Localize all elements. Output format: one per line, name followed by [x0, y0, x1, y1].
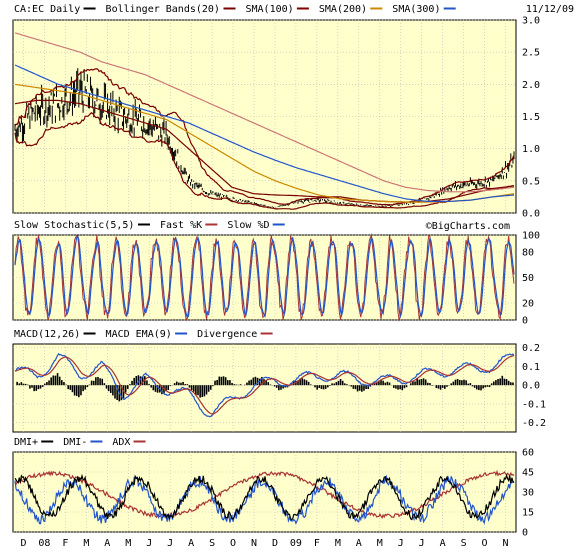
y-tick-label: 50: [522, 273, 534, 284]
x-tick-label: N: [503, 538, 509, 549]
x-tick-label: F: [314, 538, 320, 549]
y-tick-label: 0.0: [522, 209, 540, 220]
y-tick-label: 0.1: [522, 362, 540, 373]
x-tick-label: A: [104, 538, 110, 549]
x-tick-label: J: [419, 538, 425, 549]
legend-label: Divergence: [197, 329, 257, 340]
x-tick-label: D: [20, 538, 26, 549]
x-tick-label: A: [440, 538, 446, 549]
y-tick-label: 0: [522, 528, 528, 539]
y-tick-label: 45: [522, 468, 534, 479]
sma-red-line: [14, 32, 515, 193]
legend-label: SMA(300): [392, 4, 440, 15]
macd-ema-line: [14, 355, 515, 415]
y-tick-label: 1.5: [522, 112, 540, 123]
x-tick-label: M: [335, 538, 341, 549]
x-tick-label: O: [482, 538, 488, 549]
y-tick-label: 0: [522, 316, 528, 327]
y-tick-label: 15: [522, 508, 534, 519]
legend-label: Bollinger Bands(20): [106, 4, 220, 15]
y-tick-label: 30: [522, 488, 534, 499]
slow-d-line: [14, 235, 515, 319]
legend-label: Fast %K: [160, 220, 202, 231]
bollinger-lower-line: [14, 112, 515, 210]
x-tick-label: S: [209, 538, 215, 549]
adx-line: [14, 469, 515, 520]
x-tick-label: J: [146, 538, 152, 549]
legend-label: ADX: [112, 437, 130, 448]
bollinger-upper-line: [14, 68, 515, 206]
x-tick-label: S: [461, 538, 467, 549]
x-tick-label: D: [272, 538, 278, 549]
legend-label: DMI-: [63, 437, 87, 448]
legend-label: CA:EC Daily: [14, 4, 80, 15]
watermark-text: ©BigCharts.com: [426, 221, 510, 232]
x-tick-label: F: [62, 538, 68, 549]
legend-label: DMI+: [14, 437, 38, 448]
y-tick-label: 2.0: [522, 80, 540, 91]
x-tick-label: 08: [38, 538, 50, 549]
y-tick-label: 80: [522, 248, 534, 259]
x-tick-label: A: [356, 538, 362, 549]
x-tick-label: M: [125, 538, 131, 549]
x-tick-label: J: [398, 538, 404, 549]
legend-label: SMA(100): [246, 4, 294, 15]
y-tick-label: 20: [522, 299, 534, 310]
macd-line: [14, 352, 515, 418]
y-tick-label: 0.5: [522, 176, 540, 187]
panel-frame: [12, 19, 517, 214]
y-tick-label: 2.5: [522, 48, 540, 59]
legend-label: MACD EMA(9): [106, 329, 172, 340]
x-tick-label: M: [83, 538, 89, 549]
y-tick-label: 3.0: [522, 16, 540, 27]
x-tick-label: O: [230, 538, 236, 549]
dmi-plus-line: [14, 473, 515, 521]
sma300-line: [14, 64, 515, 202]
x-tick-label: A: [188, 538, 194, 549]
y-tick-label: 100: [522, 231, 540, 242]
y-tick-label: 60: [522, 448, 534, 459]
y-tick-label: -0.1: [522, 399, 546, 410]
y-tick-label: -0.2: [522, 418, 546, 429]
y-tick-label: 0.0: [522, 381, 540, 392]
legend-label: MACD(12,26): [14, 329, 80, 340]
legend-label: SMA(200): [319, 4, 367, 15]
legend-label: Slow Stochastic(5,5): [14, 220, 134, 231]
x-tick-label: N: [251, 538, 257, 549]
legend-label: Slow %D: [227, 220, 269, 231]
x-tick-label: J: [167, 538, 173, 549]
dmi-minus-line: [14, 474, 515, 525]
x-tick-label: M: [377, 538, 383, 549]
y-tick-label: 1.0: [522, 144, 540, 155]
x-tick-label: 09: [290, 538, 302, 549]
y-tick-label: 0.2: [522, 343, 540, 354]
header-date: 11/12/09: [526, 4, 574, 15]
panel-frame: [12, 343, 517, 433]
